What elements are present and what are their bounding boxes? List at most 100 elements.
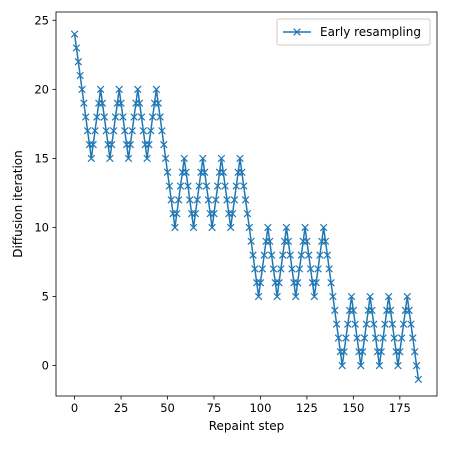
data-point-x-marker xyxy=(319,223,328,232)
data-point-x-marker xyxy=(305,251,313,259)
data-point-x-marker xyxy=(223,196,231,204)
data-point-x-marker xyxy=(314,265,322,273)
data-point-x-marker xyxy=(366,292,374,301)
data-point-x-marker xyxy=(143,154,151,163)
data-point-x-marker xyxy=(321,237,330,246)
data-point-x-marker xyxy=(232,182,241,190)
data-point-x-marker xyxy=(239,182,248,190)
data-point-x-marker xyxy=(370,320,378,328)
data-point-x-marker xyxy=(148,113,157,121)
data-point-x-marker xyxy=(238,168,246,176)
data-point-x-marker xyxy=(377,348,385,356)
data-point-x-marker xyxy=(180,154,188,163)
x-tick-label: 0 xyxy=(71,401,78,415)
data-point-x-marker xyxy=(292,292,300,301)
data-point-x-marker xyxy=(316,251,324,259)
data-point-x-marker xyxy=(226,223,235,232)
data-point-x-marker xyxy=(96,85,105,94)
data-point-x-marker xyxy=(384,292,393,301)
data-point-x-marker xyxy=(409,334,417,342)
legend: Early resampling xyxy=(276,18,431,46)
data-point-x-marker xyxy=(327,279,335,287)
data-point-x-marker xyxy=(397,334,406,342)
data-point-x-marker xyxy=(98,99,107,107)
data-point-x-marker xyxy=(108,140,116,149)
data-point-x-marker xyxy=(102,127,110,135)
data-point-x-marker xyxy=(100,113,109,121)
data-point-x-marker xyxy=(379,334,387,342)
data-point-x-marker xyxy=(275,279,283,287)
data-point-x-marker xyxy=(165,182,174,190)
y-tick-label: 15 xyxy=(34,151,49,165)
y-axis: 0 5 10 15 20 25 xyxy=(34,13,56,373)
data-point-x-marker xyxy=(297,251,306,259)
data-point-x-marker xyxy=(295,265,304,273)
data-point-x-marker xyxy=(249,251,257,259)
plot-frame xyxy=(55,11,438,397)
data-point-x-marker xyxy=(228,209,237,218)
data-point-x-marker xyxy=(176,182,185,190)
data-point-x-marker xyxy=(306,265,315,273)
series-line xyxy=(73,34,420,380)
data-point-x-marker xyxy=(256,279,265,287)
data-point-x-marker xyxy=(349,306,358,315)
data-point-x-marker xyxy=(310,292,319,301)
data-point-x-marker xyxy=(174,196,183,204)
data-point-x-marker xyxy=(230,196,239,204)
data-point-x-marker xyxy=(210,209,218,218)
data-point-x-marker xyxy=(134,85,142,94)
data-point-x-marker xyxy=(388,320,397,328)
y-tick-label: 20 xyxy=(34,82,49,96)
data-point-x-marker xyxy=(111,113,120,121)
data-point-x-marker xyxy=(394,361,402,370)
data-point-x-marker xyxy=(396,348,404,356)
y-tick-label: 10 xyxy=(34,220,49,234)
data-point-x-marker xyxy=(358,348,367,356)
data-point-x-marker xyxy=(126,140,135,149)
data-point-x-marker xyxy=(193,196,201,204)
y-axis-label: Diffusion iteration xyxy=(11,150,25,258)
data-point-x-marker xyxy=(119,113,127,121)
data-point-x-marker xyxy=(405,306,413,315)
data-point-x-marker xyxy=(334,334,343,342)
data-point-x-marker xyxy=(282,223,291,232)
data-point-x-marker xyxy=(212,196,220,204)
data-point-x-marker xyxy=(186,196,194,204)
data-point-x-marker xyxy=(241,196,250,204)
data-point-x-marker xyxy=(184,182,192,190)
data-point-x-marker xyxy=(403,292,411,301)
data-point-x-marker xyxy=(273,292,281,301)
data-point-x-marker xyxy=(173,209,181,218)
data-point-x-marker xyxy=(124,154,133,163)
data-point-x-marker xyxy=(139,127,148,135)
data-point-x-marker xyxy=(284,237,293,246)
data-point-x-marker xyxy=(80,99,88,107)
data-point-x-marker xyxy=(340,348,348,356)
data-point-x-marker xyxy=(208,223,216,232)
data-point-x-marker xyxy=(128,127,136,135)
data-point-x-marker xyxy=(293,279,302,287)
data-point-x-marker xyxy=(375,361,384,370)
data-point-x-marker xyxy=(236,154,244,163)
data-point-x-marker xyxy=(399,320,408,328)
data-point-x-marker xyxy=(147,127,155,135)
data-point-x-marker xyxy=(130,113,138,121)
data-point-x-marker xyxy=(362,320,371,328)
data-point-x-marker xyxy=(160,140,168,149)
series-layer xyxy=(70,30,423,384)
data-point-x-marker xyxy=(279,251,287,259)
data-point-x-marker xyxy=(351,320,359,328)
data-point-x-marker xyxy=(202,182,211,190)
data-point-x-marker xyxy=(267,251,276,259)
data-point-x-marker xyxy=(410,348,419,356)
data-point-x-marker xyxy=(167,196,175,204)
data-point-x-marker xyxy=(156,113,164,121)
legend-box xyxy=(276,18,431,46)
data-point-x-marker xyxy=(121,127,129,135)
data-point-x-marker xyxy=(189,223,198,232)
data-point-x-marker xyxy=(117,99,125,107)
x-tick-label: 175 xyxy=(389,401,411,415)
data-point-x-marker xyxy=(70,30,79,38)
data-point-x-marker xyxy=(109,127,118,135)
